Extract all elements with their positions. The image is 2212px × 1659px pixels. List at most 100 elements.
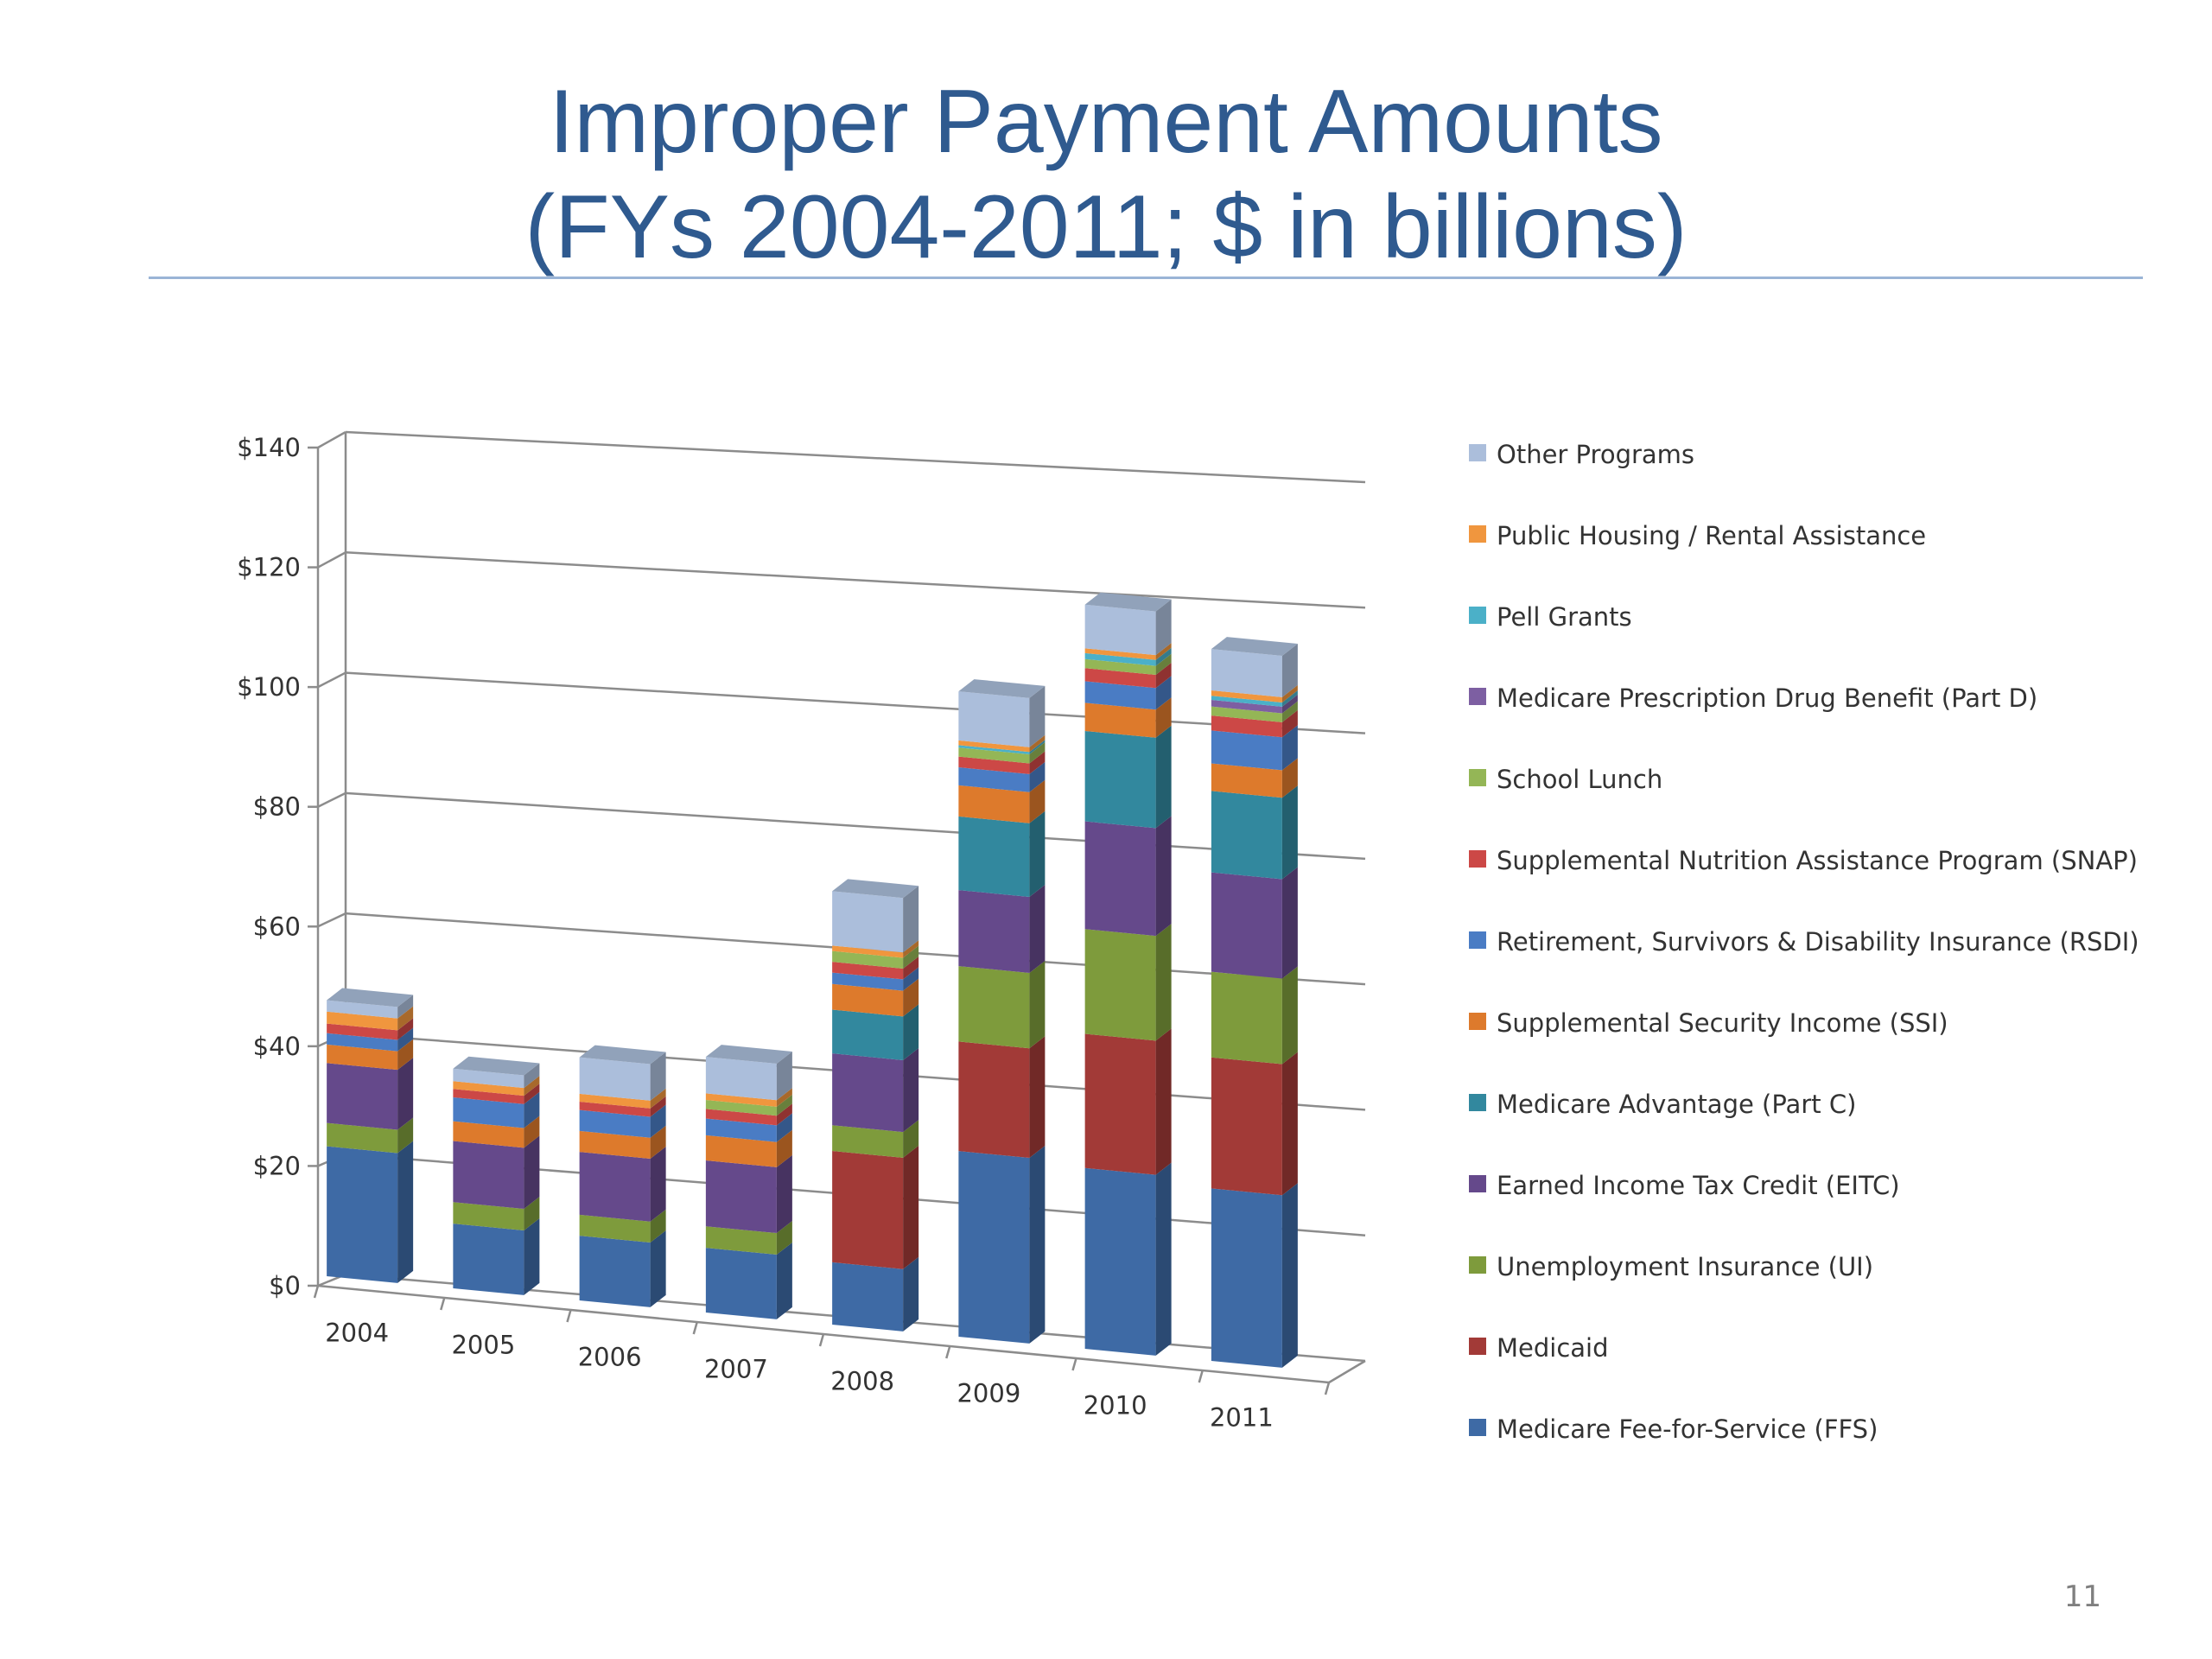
bar-segment — [327, 1141, 414, 1283]
legend-item: Unemployment Insurance (UI) — [1469, 1249, 2153, 1284]
bar-segment-side — [397, 1058, 414, 1130]
legend-swatch — [1469, 1419, 1486, 1436]
bar-segment-front — [453, 1141, 524, 1210]
bar-segment-side — [903, 1120, 919, 1158]
bar-segment-side — [650, 1096, 666, 1117]
legend-label: Unemployment Insurance (UI) — [1497, 1252, 1874, 1281]
bar-segment-side — [776, 1113, 792, 1142]
bar-segment — [958, 1146, 1046, 1344]
x-axis-tick — [313, 1285, 320, 1299]
bar-segment-front — [453, 1081, 524, 1096]
bar-segment-front — [1211, 696, 1282, 707]
bar-segment-side — [397, 1141, 414, 1283]
legend-label: School Lunch — [1497, 765, 1663, 794]
bar-segment-side — [776, 1242, 792, 1319]
bar-segment-side — [903, 1047, 919, 1133]
bar-segment — [1084, 1162, 1172, 1356]
bar-stack — [958, 679, 1046, 1344]
bar-segment-front — [705, 1160, 777, 1234]
bar-segment — [327, 1018, 414, 1040]
bar-segment-front — [1211, 715, 1282, 738]
bar-segment — [832, 1256, 919, 1332]
legend-item: Earned Income Tax Credit (EITC) — [1469, 1168, 2153, 1203]
bar-segment — [1211, 725, 1298, 771]
legend-swatch — [1469, 688, 1486, 705]
legend-swatch — [1469, 1094, 1486, 1111]
bar-top — [579, 1045, 666, 1065]
y-tick-label: $60 — [253, 912, 301, 941]
bar-segment-side — [1281, 644, 1298, 697]
bar-segment-front — [958, 767, 1030, 792]
bar-segment-front — [1084, 652, 1156, 666]
bar-segment-side — [1155, 663, 1172, 689]
bar-top — [1211, 637, 1298, 657]
bar-segment-side — [1155, 1162, 1172, 1356]
bar-segment-front — [579, 1101, 651, 1117]
bar-segment — [1084, 697, 1172, 738]
bar-segment — [1084, 1028, 1172, 1175]
bar-segment — [1211, 1052, 1298, 1196]
page-number: 11 — [2063, 1580, 2101, 1614]
bar-segment — [579, 1230, 666, 1307]
bar-segment-side — [903, 945, 919, 969]
x-axis-tick — [566, 1309, 572, 1323]
bar-segment — [1211, 684, 1298, 703]
bar-segment-side — [903, 978, 919, 1017]
bar-segment-front — [453, 1224, 524, 1295]
bar-segment-front — [832, 1053, 904, 1133]
bar-segment-side — [1029, 740, 1046, 755]
bar-segment-side — [1155, 653, 1172, 676]
bar-segment — [1084, 725, 1172, 829]
legend-swatch — [1469, 1175, 1486, 1192]
x-tick-label: 2009 — [957, 1378, 1020, 1408]
bar-segment — [453, 1063, 540, 1089]
x-tick-label: 2004 — [325, 1318, 389, 1347]
legend-item: Medicare Fee-for-Service (FFS) — [1469, 1412, 2153, 1446]
bar-segment — [958, 1036, 1046, 1159]
gridline-side — [317, 671, 346, 689]
bar-segment-side — [397, 1027, 414, 1052]
bar-segment — [1084, 924, 1172, 1041]
bar-segment-front — [958, 740, 1030, 753]
bar-segment-front — [327, 1033, 398, 1052]
bar-segment-side — [903, 967, 919, 991]
bar-segment-front — [832, 950, 904, 969]
x-tick-label: 2011 — [1210, 1402, 1274, 1432]
bar-top — [453, 1056, 540, 1076]
slide-title-line-2: (FYs 2004-2011; $ in billions) — [524, 177, 1688, 277]
legend-item: Supplemental Security Income (SSI) — [1469, 1006, 2153, 1040]
bar-segment — [1211, 701, 1298, 722]
bar-segment-side — [776, 1051, 792, 1101]
bar-segment-side — [1281, 758, 1298, 798]
bar-segment-side — [1029, 751, 1046, 774]
bar-segment-side — [397, 995, 414, 1019]
gridline-side — [317, 791, 346, 808]
bar-segment-front — [579, 1057, 651, 1101]
bar-segment — [1084, 653, 1172, 676]
bar-segment-front — [1084, 821, 1156, 937]
bar-segment — [958, 685, 1046, 747]
bar-segment — [958, 742, 1046, 764]
bar-segment-front — [832, 891, 904, 953]
bar-segment — [327, 1039, 414, 1071]
bar-stack — [453, 1056, 540, 1295]
bar-segment-front — [958, 816, 1030, 897]
bar-segment — [1211, 709, 1298, 738]
x-axis-tick-labels: 2004 2005 2006 2007 2008 2009 2010 2011 — [313, 1285, 1331, 1432]
legend-swatch — [1469, 850, 1486, 868]
bar-segment-front — [958, 691, 1030, 747]
legend-label: Earned Income Tax Credit (EITC) — [1497, 1171, 1900, 1200]
y-tick-label: $20 — [253, 1151, 301, 1180]
x-tick-label: 2008 — [830, 1366, 894, 1395]
bar-segment-front — [327, 1146, 398, 1283]
bar-segment — [705, 1129, 792, 1167]
bar-segment — [579, 1104, 666, 1138]
bar-segment — [958, 761, 1046, 792]
bar-segment-side — [524, 1076, 540, 1096]
bar-segment-front — [705, 1248, 777, 1319]
bar-segment-side — [1281, 709, 1298, 738]
bar-segment-side — [1029, 810, 1046, 897]
bar-segment — [832, 1120, 919, 1158]
y-tick-label: $0 — [269, 1271, 301, 1300]
bar-segment-front — [832, 983, 904, 1017]
